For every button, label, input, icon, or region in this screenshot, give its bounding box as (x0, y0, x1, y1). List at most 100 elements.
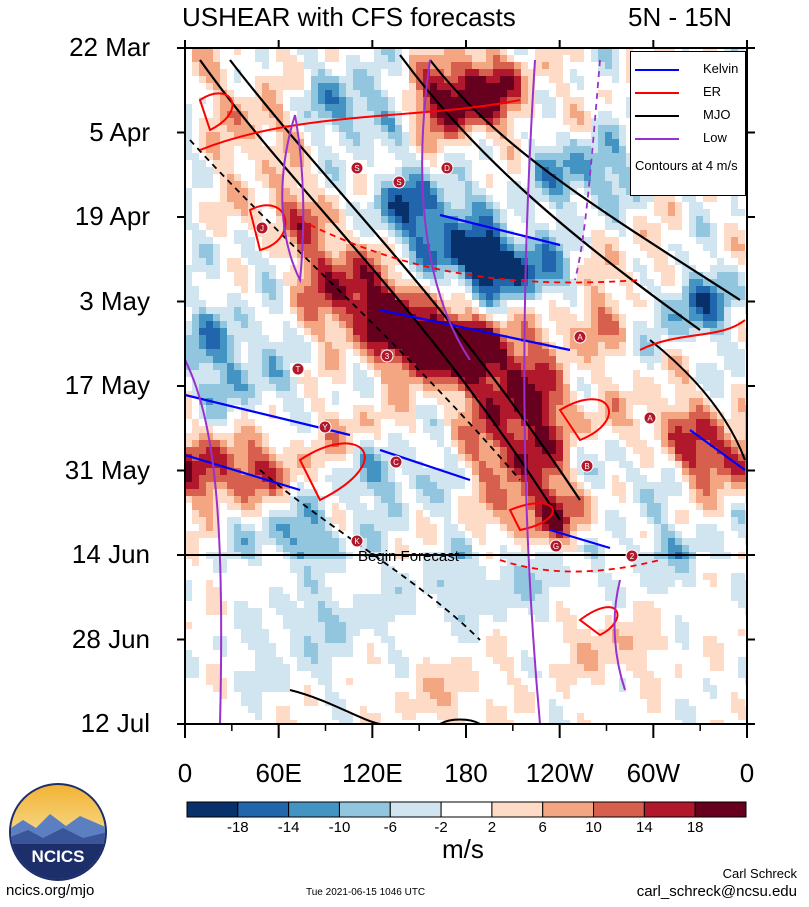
colorbar-swatch (491, 801, 544, 818)
colorbar-tick-label: 2 (487, 819, 497, 836)
contour-line (429, 59, 741, 301)
contour-line (199, 59, 561, 521)
timestamp: Tue 2021-06-15 1046 UTC (306, 887, 426, 898)
colorbar-swatch (338, 801, 391, 818)
storm-marker: A (643, 411, 657, 425)
colorbar-swatch (440, 801, 493, 818)
colorbar-tick-label: -10 (328, 819, 351, 836)
colorbar-tick-label: 6 (538, 819, 547, 836)
author-name: Carl Schreck (722, 866, 797, 881)
contour-line (549, 528, 611, 550)
x-tick-label: 180 (444, 758, 488, 788)
x-tick-label: 0 (177, 758, 193, 788)
storm-marker: G (549, 539, 563, 553)
y-tick-label: 14 Jun (71, 539, 150, 569)
colorbar-swatch (694, 801, 747, 818)
contour-line (189, 139, 521, 481)
y-tick-label: 19 Apr (74, 201, 150, 231)
colorbar-tick-label: 14 (636, 819, 653, 836)
storm-marker-label: D (444, 164, 450, 173)
legend-label-er: ER (703, 84, 722, 99)
ncics-logo[interactable]: NCICS (8, 782, 108, 887)
storm-marker-label: 3 (385, 352, 390, 361)
legend-swatch-kelvin (635, 69, 679, 71)
y-tick-label: 3 May (79, 285, 150, 316)
contour-line (185, 453, 301, 492)
chart-title: USHEAR with CFS forecasts (182, 2, 516, 32)
ncics-logo-icon: NCICS (9, 783, 107, 881)
storm-marker-label: Y (322, 423, 328, 432)
y-tick-label: 28 Jun (71, 623, 150, 654)
legend: Kelvin ER MJO Low Contours at 4 m/s (630, 51, 746, 196)
colorbar-swatch (237, 801, 290, 818)
x-tick-label: 60W (626, 758, 681, 788)
storm-marker: K (350, 534, 364, 548)
storm-marker: C (389, 455, 403, 469)
colorbar-swatch (288, 801, 340, 818)
x-tick-label: 120E (341, 758, 403, 788)
contour-line (199, 99, 521, 151)
x-tick-label: 60E (255, 758, 302, 788)
y-tick-label: 12 Jul (80, 708, 150, 738)
colorbar-swatch (389, 801, 442, 818)
colorbar-tick-label: 18 (686, 819, 704, 836)
y-tick-label: 31 May (64, 454, 150, 485)
storm-marker: J (255, 221, 269, 235)
storm-marker-label: C (393, 458, 399, 467)
legend-swatch-mjo (635, 115, 679, 117)
wave-contours (185, 54, 746, 724)
colorbar (186, 801, 747, 818)
contour-line (229, 59, 581, 501)
storm-marker: 3 (380, 349, 394, 363)
storm-marker-label: B (584, 462, 589, 471)
legend-label-low: Low (703, 130, 727, 145)
contour-line (558, 398, 610, 442)
colorbar-swatch (542, 801, 595, 818)
y-axis-labels: 22 Mar 5 Apr 19 Apr 3 May 17 May 31 May 14 Jun… (0, 0, 150, 760)
storm-marker-label: G (553, 542, 559, 551)
contour-line (248, 204, 287, 252)
storm-marker: S (350, 161, 364, 175)
colorbar-units: m/s (442, 834, 484, 864)
contour-line (499, 559, 661, 573)
site-link[interactable]: ncics.org/mjo (6, 882, 95, 899)
contour-line (523, 59, 541, 724)
contour-line (289, 689, 381, 724)
contour-line (649, 339, 746, 461)
storm-marker-label: J (260, 224, 264, 233)
contour-line (689, 429, 746, 471)
contour-line (379, 448, 471, 482)
contour-line (639, 319, 746, 351)
storm-marker: A (573, 330, 587, 344)
colorbar-tick-label: -18 (226, 819, 249, 836)
colorbar-swatch (593, 801, 645, 818)
legend-note: Contours at 4 m/s (635, 158, 738, 173)
contour-line (439, 718, 481, 724)
axis-ticks (177, 40, 755, 738)
storm-marker-label: A (577, 333, 583, 342)
y-tick-label: 5 Apr (89, 116, 150, 147)
contour-line (578, 606, 619, 637)
y-tick-label: 22 Mar (69, 32, 150, 62)
legend-swatch-er (635, 92, 679, 94)
region-label: 5N - 15N (628, 2, 733, 32)
begin-forecast-label: Begin Forecast (358, 548, 459, 565)
contour-line (298, 442, 366, 502)
y-tick-label: 17 May (64, 370, 150, 400)
contour-line (185, 359, 223, 724)
contour-line (421, 59, 471, 361)
contour-line (439, 213, 561, 247)
contour-line (399, 54, 701, 331)
author-email[interactable]: carl_schreck@ncsu.edu (636, 883, 797, 900)
storm-marker-label: S (396, 178, 401, 187)
x-tick-label: 0 (739, 758, 755, 788)
storm-marker: B (580, 459, 594, 473)
storm-marker: S (392, 175, 406, 189)
colorbar-swatch (186, 801, 239, 818)
colorbar-tick-label: 10 (585, 819, 602, 836)
storm-marker: D (440, 161, 454, 175)
legend-swatch-low (635, 138, 679, 140)
storm-marker-label: T (296, 365, 301, 374)
x-tick-label: 120W (525, 758, 594, 788)
storm-markers: J 3 S S T Y C K A A B G D 2 (255, 161, 657, 563)
